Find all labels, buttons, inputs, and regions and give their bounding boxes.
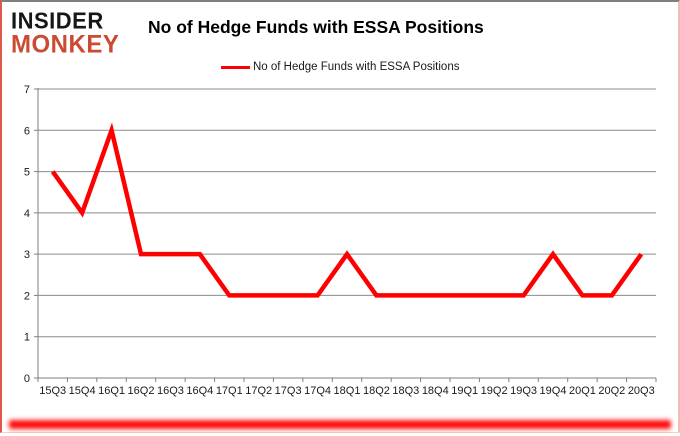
y-tick-label: 2 [24,290,30,302]
x-tick-label: 16Q1 [98,385,125,397]
x-tick-label: 19Q2 [481,385,508,397]
insider-monkey-logo[interactable]: INSIDER MONKEY [11,7,120,59]
x-tick-label: 19Q3 [510,385,537,397]
logo-text-monkey: MONKEY [11,30,120,59]
chart-title: No of Hedge Funds with ESSA Positions [148,17,484,37]
x-tick-label: 18Q2 [363,385,390,397]
x-tick-label: 17Q4 [304,385,331,397]
x-tick-label: 20Q1 [569,385,596,397]
y-tick-label: 7 [24,84,30,96]
x-tick-label: 15Q4 [69,385,96,397]
legend: No of Hedge Funds with ESSA Positions [221,61,459,73]
x-tick-label: 18Q4 [422,385,449,397]
x-tick-label: 15Q3 [39,385,66,397]
x-tick-label: 17Q3 [275,385,302,397]
x-tick-label: 17Q2 [245,385,272,397]
x-tick-label: 18Q3 [392,385,419,397]
x-tick-label: 19Q4 [540,385,567,397]
bottom-red-glow [9,420,671,429]
y-tick-label: 5 [24,167,30,179]
x-tick-label: 17Q1 [216,385,243,397]
x-tick-label: 20Q3 [628,385,655,397]
y-tick-label: 6 [24,125,30,137]
y-tick-label: 3 [24,249,30,261]
x-tick-label: 16Q3 [157,385,184,397]
x-tick-label: 16Q4 [186,385,213,397]
x-tick-label: 20Q2 [598,385,625,397]
legend-line-swatch [221,65,250,69]
legend-label: No of Hedge Funds with ESSA Positions [253,61,460,73]
y-tick-label: 1 [24,332,30,344]
line-chart: 0 1 2 3 4 5 6 7 15Q3 15Q4 16Q1 16Q2 16Q3 16Q4 17Q1 17Q2… [2,2,678,431]
line-chart-svg: 0 1 2 3 4 5 6 7 15Q3 15Q4 16Q1 16Q2 16Q3 16Q4 17Q1 17Q2… [24,84,657,397]
x-tick-label: 16Q2 [128,385,155,397]
y-tick-label: 0 [24,373,30,385]
y-tick-label: 4 [24,208,30,220]
x-tick-label: 18Q1 [334,385,361,397]
x-tick-label: 19Q1 [451,385,478,397]
series-line [50,122,644,298]
logo-text-insider: INSIDER [11,7,104,34]
